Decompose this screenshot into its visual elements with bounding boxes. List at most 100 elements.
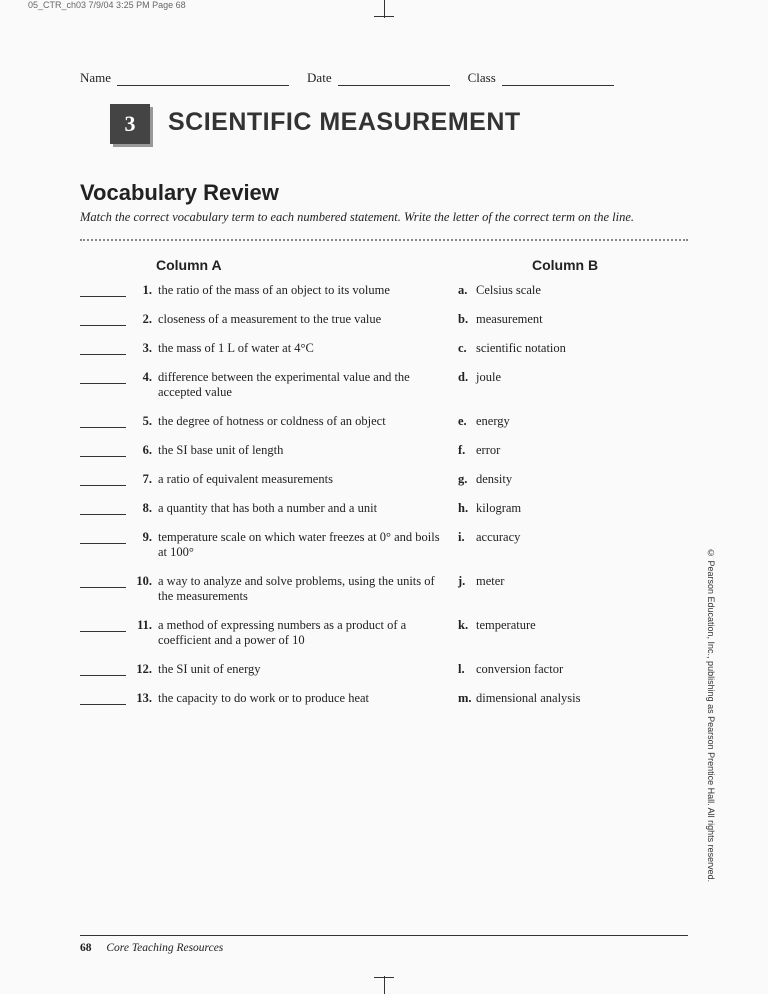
item-letter: j.: [458, 574, 476, 589]
column-b-text: kilogram: [476, 501, 521, 516]
item-row: 4. difference between the experimental va…: [80, 370, 688, 400]
columns-header: Column A Column B: [80, 257, 688, 273]
column-b-text: Celsius scale: [476, 283, 541, 298]
column-a-text: temperature scale on which water freezes…: [158, 530, 458, 560]
date-label: Date: [307, 70, 332, 86]
answer-line[interactable]: [80, 530, 126, 544]
item-row: 6.the SI base unit of lengthf.error: [80, 443, 688, 458]
item-letter: a.: [458, 283, 476, 298]
column-a-text: the SI unit of energy: [158, 662, 458, 677]
item-letter: g.: [458, 472, 476, 487]
name-label: Name: [80, 70, 111, 86]
item-number: 5.: [132, 414, 152, 429]
crop-mark-top: [374, 0, 394, 18]
column-a-text: difference between the experimental valu…: [158, 370, 458, 400]
column-b-text: temperature: [476, 618, 536, 633]
date-line[interactable]: [338, 72, 450, 86]
answer-line[interactable]: [80, 662, 126, 676]
column-b-text: measurement: [476, 312, 543, 327]
answer-line[interactable]: [80, 370, 126, 384]
item-number: 3.: [132, 341, 152, 356]
items-list: 1. the ratio of the mass of an object to …: [80, 283, 688, 706]
item-row: 2. closeness of a measurement to the true…: [80, 312, 688, 327]
item-letter: i.: [458, 530, 476, 545]
column-a-text: the SI base unit of length: [158, 443, 458, 458]
item-letter: m.: [458, 691, 476, 706]
item-number: 12.: [132, 662, 152, 677]
column-a-text: a quantity that has both a number and a …: [158, 501, 458, 516]
item-letter: b.: [458, 312, 476, 327]
item-row: 11. a method of expressing numbers as a p…: [80, 618, 688, 648]
section-title: Vocabulary Review: [80, 180, 688, 206]
answer-line[interactable]: [80, 312, 126, 326]
item-row: 13. the capacity to do work or to produce…: [80, 691, 688, 706]
class-label: Class: [468, 70, 496, 86]
item-number: 6.: [132, 443, 152, 458]
column-a-text: closeness of a measurement to the true v…: [158, 312, 458, 327]
item-number: 7.: [132, 472, 152, 487]
item-letter: c.: [458, 341, 476, 356]
info-row: Name Date Class: [80, 70, 688, 86]
answer-line[interactable]: [80, 341, 126, 355]
answer-line[interactable]: [80, 501, 126, 515]
column-a-text: the degree of hotness or coldness of an …: [158, 414, 458, 429]
item-number: 1.: [132, 283, 152, 298]
item-letter: e.: [458, 414, 476, 429]
item-letter: h.: [458, 501, 476, 516]
column-a-text: a way to analyze and solve problems, usi…: [158, 574, 458, 604]
item-letter: d.: [458, 370, 476, 385]
answer-line[interactable]: [80, 691, 126, 705]
column-b-text: energy: [476, 414, 510, 429]
column-b-text: conversion factor: [476, 662, 563, 677]
chapter-title: SCIENTIFIC MEASUREMENT: [168, 104, 521, 137]
item-row: 5. the degree of hotness or coldness of a…: [80, 414, 688, 429]
column-a-text: the mass of 1 L of water at 4°C: [158, 341, 458, 356]
item-row: 9. temperature scale on which water freez…: [80, 530, 688, 560]
item-row: 3.the mass of 1 L of water at 4°Cc.scien…: [80, 341, 688, 356]
item-number: 9.: [132, 530, 152, 545]
answer-line[interactable]: [80, 443, 126, 457]
item-number: 4.: [132, 370, 152, 385]
copyright-text: © Pearson Education, Inc., publishing as…: [706, 548, 716, 882]
item-row: 8. a quantity that has both a number and …: [80, 501, 688, 516]
column-a-header: Column A: [156, 257, 532, 273]
column-b-text: dimensional analysis: [476, 691, 581, 706]
column-b-text: accuracy: [476, 530, 520, 545]
item-number: 11.: [132, 618, 152, 633]
chapter-number-box: 3: [110, 104, 150, 144]
chapter-header: 3 SCIENTIFIC MEASUREMENT: [80, 104, 688, 144]
name-field: Name: [80, 70, 289, 86]
footer-title: Core Teaching Resources: [106, 942, 223, 954]
date-field: Date: [307, 70, 450, 86]
column-a-text: a ratio of equivalent measurements: [158, 472, 458, 487]
print-header: 05_CTR_ch03 7/9/04 3:25 PM Page 68: [28, 0, 186, 10]
item-letter: k.: [458, 618, 476, 633]
name-line[interactable]: [117, 72, 289, 86]
answer-line[interactable]: [80, 618, 126, 632]
column-b-text: error: [476, 443, 500, 458]
item-number: 8.: [132, 501, 152, 516]
instructions: Match the correct vocabulary term to eac…: [80, 210, 688, 241]
answer-line[interactable]: [80, 283, 126, 297]
answer-line[interactable]: [80, 414, 126, 428]
answer-line[interactable]: [80, 574, 126, 588]
item-number: 2.: [132, 312, 152, 327]
item-number: 13.: [132, 691, 152, 706]
column-a-text: the ratio of the mass of an object to it…: [158, 283, 458, 298]
column-a-text: a method of expressing numbers as a prod…: [158, 618, 458, 648]
item-row: 7.a ratio of equivalent measurementsg.de…: [80, 472, 688, 487]
crop-mark-bottom: [374, 976, 394, 994]
column-b-text: joule: [476, 370, 501, 385]
item-letter: l.: [458, 662, 476, 677]
class-field: Class: [468, 70, 614, 86]
column-b-header: Column B: [532, 257, 598, 273]
item-row: 10. a way to analyze and solve problems, …: [80, 574, 688, 604]
page-number: 68: [80, 942, 92, 954]
item-row: 1. the ratio of the mass of an object to …: [80, 283, 688, 298]
item-number: 10.: [132, 574, 152, 589]
answer-line[interactable]: [80, 472, 126, 486]
class-line[interactable]: [502, 72, 614, 86]
column-b-text: meter: [476, 574, 504, 589]
column-a-text: the capacity to do work or to produce he…: [158, 691, 458, 706]
page-footer: 68 Core Teaching Resources: [80, 935, 688, 954]
